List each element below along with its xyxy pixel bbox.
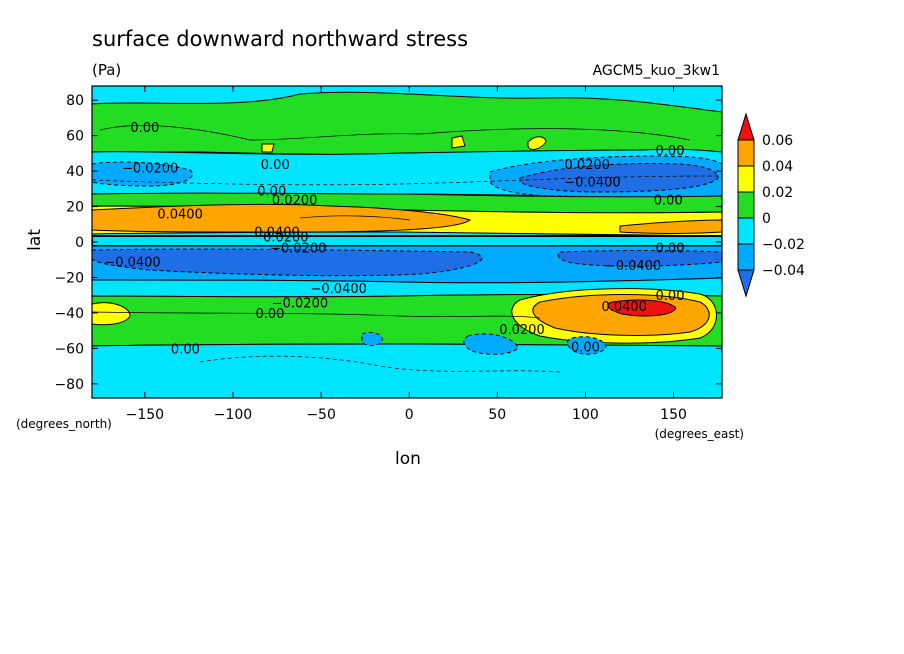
- colorbar-max-arrow: [737, 112, 755, 141]
- contour-label: 0.00: [656, 144, 685, 159]
- contour-label: −0.0200: [122, 162, 178, 177]
- y-axis: −80 −60 −40 −20 0 20 40 60 80: [54, 93, 722, 393]
- colorbar-label: 0.02: [762, 185, 793, 201]
- contour-label: 0.00: [256, 307, 285, 322]
- contour-label: 0.0400: [601, 300, 647, 315]
- equator-band: [92, 235, 722, 247]
- nh-yellow-patch-3: [527, 136, 547, 150]
- contour-label: 0.00: [257, 185, 286, 200]
- contour-label: 0.0200: [499, 323, 545, 338]
- contour-label: 0.0200: [263, 231, 309, 246]
- sh-polar-cyan: [92, 343, 722, 398]
- y-tick-label: −80: [54, 377, 84, 393]
- nh-thin-contour-3: [299, 215, 411, 221]
- sh-yellow-west: [92, 302, 131, 326]
- colorbar-segment: [737, 165, 755, 193]
- contour-label: 0.00: [654, 193, 683, 208]
- x-tick-label: 50: [488, 407, 506, 423]
- contour-label: 0.0200: [272, 193, 318, 208]
- nh-yellow-patch-2: [261, 143, 275, 153]
- sh-blue-patch-2: [463, 333, 519, 355]
- contour-label: −0.0400: [605, 259, 661, 274]
- sh-deep-blue-east: [557, 250, 722, 267]
- x-axis: −150 −100 −50 0 50 100 150: [126, 86, 687, 423]
- contour-label: 0.00: [261, 158, 290, 173]
- contour-label: 0.00: [656, 241, 685, 256]
- y-unit-label: (degrees_north): [16, 417, 112, 431]
- nh-thin-contour-1: [99, 125, 691, 141]
- contour-label: 0.0400: [157, 208, 203, 223]
- sh-blue-patch-3: [567, 336, 607, 355]
- colorbar: −0.04 −0.02 0 0.02 0.04 0.06: [737, 112, 805, 298]
- x-tick-label: 0: [405, 407, 414, 423]
- x-tick-label: −50: [306, 407, 336, 423]
- colorbar-label: 0: [762, 211, 771, 227]
- x-tick-label: 150: [660, 407, 687, 423]
- x-tick-label: 100: [572, 407, 599, 423]
- colorbar-label: 0.04: [762, 159, 793, 175]
- contour-field: [92, 86, 722, 398]
- sh-blue-patch-1: [361, 331, 383, 347]
- colorbar-segment: [737, 243, 755, 271]
- y-tick-label: 60: [66, 129, 84, 145]
- nh-deep-blue-east: [519, 163, 719, 193]
- contour-label: 0.00: [656, 289, 685, 304]
- y-tick-label: 40: [66, 164, 84, 180]
- sh-thin-contour-1: [199, 355, 561, 373]
- sh-thin-contour-2: [92, 311, 541, 319]
- x-axis-label: lon: [395, 449, 421, 469]
- colorbar-segment: [737, 217, 755, 245]
- y-tick-label: −20: [54, 270, 84, 286]
- y-tick-label: −40: [54, 306, 84, 322]
- contour-label: −0.0400: [564, 176, 620, 191]
- contour-label: 0.0200: [564, 158, 610, 173]
- sh-red-east: [607, 299, 677, 317]
- colorbar-segment: [737, 139, 755, 167]
- y-axis-label: lat: [25, 229, 45, 251]
- y-tick-label: 20: [66, 200, 84, 216]
- nh-orange-band: [92, 203, 472, 233]
- sh-deep-blue-band: [92, 248, 483, 277]
- contour-label: −0.0400: [104, 256, 160, 271]
- nh-blue-west: [92, 161, 193, 187]
- chart-title: surface downward northward stress: [92, 27, 468, 51]
- colorbar-label: −0.02: [762, 237, 805, 253]
- colorbar-segment: [737, 191, 755, 219]
- nh-green-band: [92, 91, 722, 156]
- colorbar-label: 0.06: [762, 133, 793, 149]
- colorbar-min-arrow: [737, 269, 755, 298]
- contour-label: −0.0200: [270, 241, 326, 256]
- y-tick-label: 0: [75, 235, 84, 251]
- nh-yellow-patch-1: [451, 135, 466, 149]
- contour-label: 0.00: [171, 342, 200, 357]
- contour-labels: 0.00−0.0200 0.000.000.02000.04000.04000.0…: [104, 121, 684, 358]
- x-tick-label: −100: [214, 407, 252, 423]
- units-label: (Pa): [92, 61, 121, 79]
- contour-label: 0.0400: [254, 225, 300, 240]
- contour-label: 0.00: [571, 341, 600, 356]
- contour-label: −0.0200: [272, 296, 328, 311]
- x-tick-label: −150: [126, 407, 164, 423]
- nh-thin-contour-2: [92, 175, 722, 186]
- nh-orange-east: [619, 219, 722, 234]
- x-unit-label: (degrees_east): [655, 427, 744, 441]
- model-label: AGCM5_kuo_3kw1: [593, 63, 720, 79]
- contour-label: −0.0400: [311, 282, 367, 297]
- y-tick-label: −60: [54, 341, 84, 357]
- y-tick-label: 80: [66, 93, 84, 109]
- contour-label: 0.00: [130, 121, 159, 136]
- colorbar-label: −0.04: [762, 263, 805, 279]
